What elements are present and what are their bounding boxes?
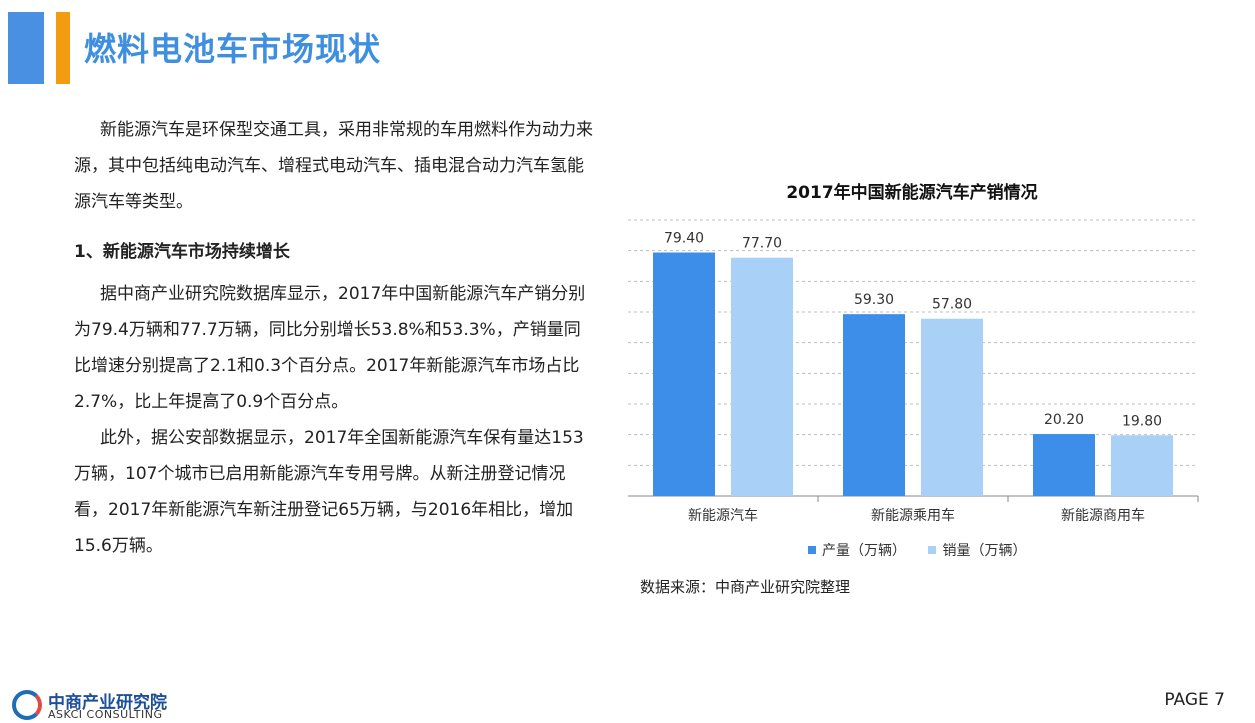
data-label: 59.30 <box>854 292 894 308</box>
legend-swatch-production <box>808 546 816 554</box>
x-tick-label: 新能源乘用车 <box>871 507 955 524</box>
paragraph-1: 据中商产业研究院数据库显示，2017年中国新能源汽车产销分别为79.4万辆和77… <box>74 284 586 412</box>
x-tick-label: 新能源商用车 <box>1061 507 1145 524</box>
paragraph-2: 此外，据公安部数据显示，2017年全国新能源汽车保有量达153万辆，107个城市… <box>74 428 584 556</box>
logo-name-cn: 中商产业研究院 <box>48 693 167 713</box>
legend-label-production: 产量（万辆） <box>822 543 906 559</box>
data-label: 20.20 <box>1044 412 1084 428</box>
page-number: PAGE 7 <box>1164 690 1225 710</box>
legend-item-production: 产量（万辆） <box>808 540 906 560</box>
title-accent-blue <box>8 12 44 84</box>
chart: 2017年中国新能源汽车产销情况 79.40 77.70 新能源汽车 59.30 57.… <box>618 170 1208 570</box>
intro-paragraph: 新能源汽车是环保型交通工具，采用非常规的车用燃料作为动力来源，其中包括纯电动汽车… <box>74 120 593 212</box>
legend-label-sales: 销量（万辆） <box>942 543 1027 559</box>
legend-swatch-sales <box>928 546 937 554</box>
bar-0-2 <box>1033 434 1095 496</box>
chart-title: 2017年中国新能源汽车产销情况 <box>786 183 1038 203</box>
body-text: 新能源汽车是环保型交通工具，采用非常规的车用燃料作为动力来源，其中包括纯电动汽车… <box>74 112 594 564</box>
legend-item-sales: 销量（万辆） <box>928 540 1026 560</box>
data-label: 57.80 <box>932 297 972 313</box>
data-label: 79.40 <box>664 231 704 247</box>
chart-legend: 产量（万辆） 销量（万辆） <box>808 540 1044 560</box>
x-tick-label: 新能源汽车 <box>688 507 758 524</box>
bar-0-0 <box>653 252 715 496</box>
bar-1-2 <box>1111 435 1173 496</box>
title-accent-orange <box>56 12 70 84</box>
data-label: 77.70 <box>742 236 782 252</box>
data-label: 19.80 <box>1122 413 1162 429</box>
logo-name-en: ASKCI CONSULTING <box>48 708 163 721</box>
company-logo: 中商产业研究院 ASKCI CONSULTING <box>8 686 208 722</box>
logo-mark-icon <box>12 690 42 720</box>
data-source: 数据来源：中商产业研究院整理 <box>640 578 851 596</box>
bar-1-1 <box>921 318 983 496</box>
chart-svg: 79.40 77.70 新能源汽车 59.30 57.80 新能源乘用车 20.20 19.8… <box>628 219 1199 524</box>
page-title: 燃料电池车市场现状 <box>84 30 382 68</box>
bar-1-0 <box>731 257 793 496</box>
section-heading: 1、新能源汽车市场持续增长 <box>74 242 290 262</box>
bar-0-1 <box>843 314 905 496</box>
